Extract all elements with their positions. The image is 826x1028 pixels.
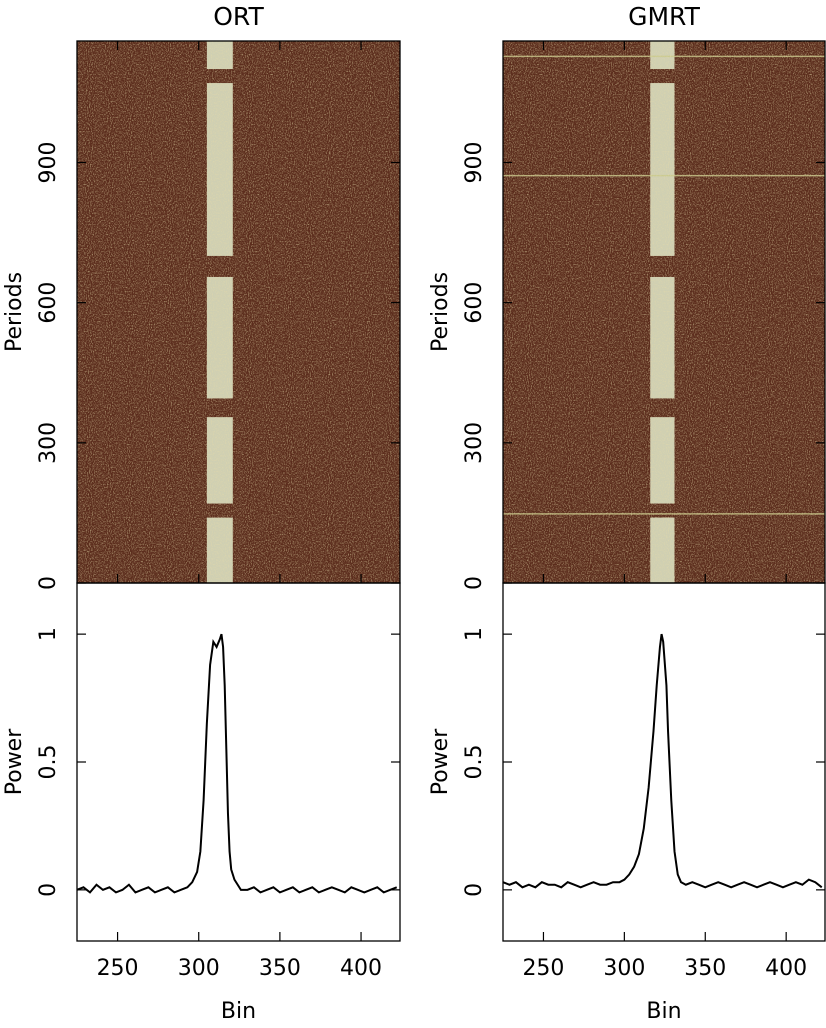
y-tick-label: 1 — [36, 627, 61, 641]
stack-image — [503, 41, 825, 583]
y-tick-label: 0 — [462, 883, 487, 897]
noise-texture — [503, 41, 825, 583]
y-axis-label: Periods — [2, 272, 27, 352]
y-tick-label: 0 — [36, 576, 61, 590]
stack-image — [77, 41, 400, 583]
pulse-stack: ORT 0 300 600 900 Periods — [2, 2, 401, 590]
x-axis-label: Bin — [646, 999, 681, 1024]
profile: 250 300 350 400 Bin 0 0.5 1 Power — [2, 41, 401, 1024]
plot-frame — [502, 582, 826, 942]
x-tick-label: 300 — [603, 956, 645, 981]
x-tick-label: 250 — [97, 956, 139, 981]
y-tick-label: 0 — [36, 883, 61, 897]
profile: 250 300 350 400 Bin 0 0.5 1 Power — [428, 41, 826, 1024]
y-axis-label: Power — [428, 728, 453, 795]
x-axis-label: Bin — [221, 999, 256, 1024]
x-tick-label: 300 — [178, 956, 220, 981]
x-tick-label: 250 — [522, 956, 564, 981]
x-tick-label: 400 — [340, 956, 382, 981]
noise-texture — [77, 41, 400, 583]
y-tick-label: 0 — [462, 576, 487, 590]
y-tick-label: 900 — [462, 141, 487, 183]
y-tick-label: 600 — [36, 282, 61, 324]
x-tick-label: 400 — [765, 956, 807, 981]
y-tick-label: 0.5 — [36, 745, 61, 780]
pulse-stack: GMRT 0 300 600 900 Periods — [428, 2, 826, 590]
y-tick-label: 300 — [36, 422, 61, 464]
profile-line — [502, 633, 823, 889]
plot-frame — [76, 582, 401, 942]
y-tick-label: 900 — [36, 141, 61, 183]
y-axis-label: Periods — [428, 272, 453, 352]
chart-title: ORT — [213, 2, 264, 31]
y-tick-label: 300 — [462, 422, 487, 464]
x-tick-label: 350 — [684, 956, 726, 981]
profile-line — [76, 633, 398, 894]
y-axis-label: Power — [2, 728, 27, 795]
x-tick-label: 350 — [259, 956, 301, 981]
chart-title: GMRT — [628, 2, 700, 31]
y-tick-label: 600 — [462, 282, 487, 324]
y-tick-label: 0.5 — [462, 745, 487, 780]
y-tick-label: 1 — [462, 627, 487, 641]
